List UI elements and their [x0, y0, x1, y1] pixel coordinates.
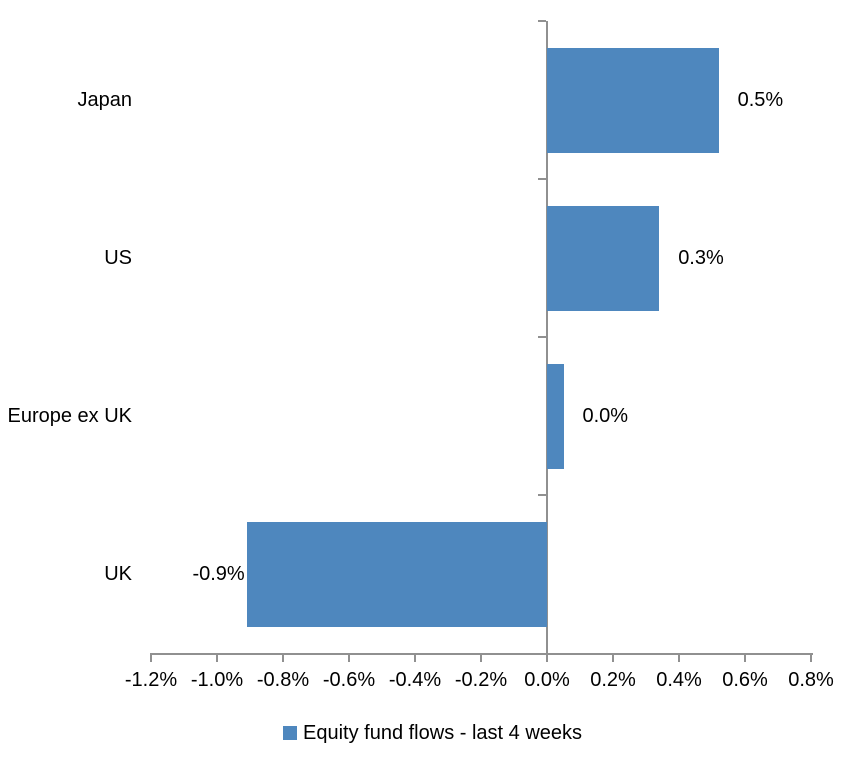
x-tick-label: -0.4%: [388, 669, 442, 691]
category-tick: [538, 20, 546, 22]
x-tick-label: 0.0%: [524, 669, 570, 691]
bar: [547, 363, 564, 469]
x-tick: [216, 653, 218, 662]
legend-label: Equity fund flows - last 4 weeks: [303, 721, 583, 744]
category-tick: [538, 178, 546, 180]
x-tick-label: 0.6%: [722, 669, 768, 691]
bar-value-label: 0.3%: [678, 247, 724, 269]
x-tick-label: -1.2%: [124, 669, 178, 691]
bar-value-label: 0.0%: [582, 405, 629, 427]
x-tick: [348, 653, 350, 662]
bar: [246, 521, 547, 627]
x-tick: [678, 653, 680, 662]
legend: Equity fund flows - last 4 weeks: [283, 720, 582, 746]
x-tick: [480, 653, 482, 662]
x-tick-label: -0.2%: [454, 669, 508, 691]
x-tick: [612, 653, 614, 662]
x-tick: [414, 653, 416, 662]
x-tick: [810, 653, 812, 662]
x-tick: [546, 653, 548, 662]
category-tick: [538, 336, 546, 338]
x-tick-label: 0.2%: [590, 669, 636, 691]
bar: [547, 47, 719, 153]
x-tick: [744, 653, 746, 662]
category-tick: [538, 494, 546, 496]
x-tick-label: -0.8%: [256, 669, 310, 691]
x-tick-label: 0.4%: [656, 669, 702, 691]
bar-value-label: 0.5%: [737, 89, 784, 111]
x-tick: [150, 653, 152, 662]
x-axis-line: [151, 653, 813, 655]
category-label: Japan: [77, 89, 133, 111]
y-axis-line: [546, 21, 548, 662]
category-label: Europe ex UK: [7, 405, 132, 427]
category-label: UK: [104, 563, 132, 585]
x-tick-label: -0.6%: [322, 669, 376, 691]
x-tick-label: 0.8%: [788, 669, 834, 691]
category-label: US: [104, 247, 132, 269]
bar-value-label: -0.9%: [192, 563, 245, 585]
legend-swatch: [283, 726, 297, 740]
x-tick-label: -1.0%: [190, 669, 244, 691]
bar: [547, 205, 660, 311]
x-tick: [282, 653, 284, 662]
